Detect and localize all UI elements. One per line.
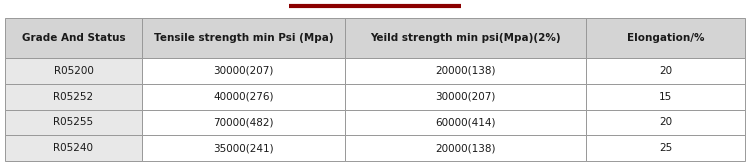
Text: 35000(241): 35000(241) (213, 143, 274, 153)
Bar (586, 84, 745, 110)
Bar (142, 110, 346, 135)
Bar (142, 135, 346, 161)
Bar (346, 58, 586, 84)
Text: 20000(138): 20000(138) (436, 66, 496, 76)
Text: 40000(276): 40000(276) (214, 92, 274, 102)
Text: 60000(414): 60000(414) (436, 117, 496, 127)
Bar (5, 58, 142, 84)
Bar (586, 110, 745, 135)
Bar (5, 135, 142, 161)
Text: R05252: R05252 (53, 92, 94, 102)
Text: Yeild strength min psi(Mpa)(2%): Yeild strength min psi(Mpa)(2%) (370, 33, 561, 43)
Text: 30000(207): 30000(207) (214, 66, 274, 76)
Text: R05200: R05200 (53, 66, 94, 76)
Bar (142, 58, 346, 84)
Bar (5, 18, 142, 58)
Text: Tensile strength min Psi (Mpa): Tensile strength min Psi (Mpa) (154, 33, 334, 43)
Text: 20: 20 (659, 117, 672, 127)
Bar (586, 135, 745, 161)
Bar (586, 18, 745, 58)
Text: Grade And Status: Grade And Status (22, 33, 125, 43)
Text: 15: 15 (658, 92, 672, 102)
Bar (346, 18, 586, 58)
Bar (142, 18, 346, 58)
Text: 20: 20 (659, 66, 672, 76)
Bar (346, 135, 586, 161)
Text: Elongation/%: Elongation/% (627, 33, 704, 43)
Text: R05255: R05255 (53, 117, 94, 127)
Bar (142, 84, 346, 110)
Text: 25: 25 (658, 143, 672, 153)
Bar (346, 84, 586, 110)
Bar (5, 84, 142, 110)
Bar (346, 110, 586, 135)
Text: 30000(207): 30000(207) (436, 92, 496, 102)
Text: R05240: R05240 (53, 143, 94, 153)
Text: 70000(482): 70000(482) (214, 117, 274, 127)
Bar (5, 110, 142, 135)
Text: 20000(138): 20000(138) (436, 143, 496, 153)
Bar (586, 58, 745, 84)
